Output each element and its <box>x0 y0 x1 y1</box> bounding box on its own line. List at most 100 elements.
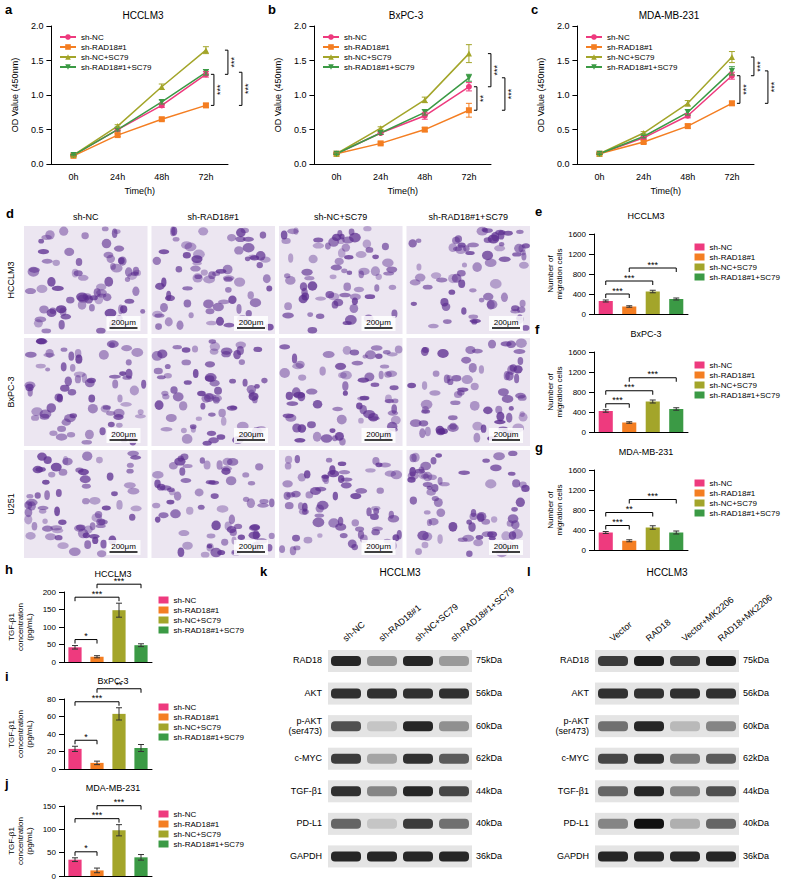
svg-text:migration cells: migration cells <box>555 484 564 535</box>
svg-text:40kDa: 40kDa <box>743 818 769 828</box>
svg-text:36kDa: 36kDa <box>476 851 502 861</box>
svg-text:0: 0 <box>582 546 587 555</box>
svg-text:0: 0 <box>52 658 57 667</box>
svg-text:sh-RAD18#1+SC79: sh-RAD18#1+SC79 <box>710 509 781 518</box>
svg-text:HCCLM3: HCCLM3 <box>646 567 688 578</box>
svg-text:44kDa: 44kDa <box>476 786 502 796</box>
svg-text:1200: 1200 <box>568 368 586 377</box>
svg-text:(ser473): (ser473) <box>288 726 322 736</box>
svg-text:60kDa: 60kDa <box>743 721 769 731</box>
svg-text:200μm: 200μm <box>111 430 136 439</box>
svg-text:(pg/mL): (pg/mL) <box>25 827 34 855</box>
svg-text:sh-NC: sh-NC <box>341 619 367 643</box>
svg-text:Time(h): Time(h) <box>387 186 418 196</box>
svg-text:HCCLM3: HCCLM3 <box>6 261 16 298</box>
svg-text:(ser473): (ser473) <box>555 726 589 736</box>
svg-text:Number of: Number of <box>546 491 555 529</box>
svg-text:40: 40 <box>47 730 56 739</box>
svg-text:1200: 1200 <box>568 486 586 495</box>
svg-text:concentration: concentration <box>16 817 25 865</box>
svg-text:sh-RAD18#1+SC79: sh-RAD18#1+SC79 <box>710 273 781 282</box>
svg-text:sh-RAD18#1: sh-RAD18#1 <box>174 713 220 722</box>
svg-text:sh-NC: sh-NC <box>174 596 197 605</box>
svg-text:MDA-MB-231: MDA-MB-231 <box>619 447 674 457</box>
svg-text:0.0: 0.0 <box>294 159 307 169</box>
svg-text:150: 150 <box>43 802 57 811</box>
svg-text:TGF-β1: TGF-β1 <box>558 786 589 796</box>
svg-text:sh-NC+SC79: sh-NC+SC79 <box>174 830 222 839</box>
svg-text:24h: 24h <box>636 172 651 182</box>
svg-text:OD Value (450nm): OD Value (450nm) <box>273 58 283 132</box>
svg-text:sh-NC+SC79: sh-NC+SC79 <box>710 381 758 390</box>
svg-text:**: ** <box>626 504 634 514</box>
svg-text:48h: 48h <box>417 172 432 182</box>
svg-text:p-AKT: p-AKT <box>296 716 322 726</box>
svg-text:sh-RAD18#1+SC79: sh-RAD18#1+SC79 <box>174 733 245 742</box>
svg-text:i: i <box>5 669 9 684</box>
svg-text:200μm: 200μm <box>494 430 519 439</box>
svg-text:200μm: 200μm <box>494 318 519 327</box>
svg-text:0: 0 <box>52 765 57 774</box>
svg-text:200μm: 200μm <box>111 318 136 327</box>
svg-text:50: 50 <box>47 640 56 649</box>
svg-text:l: l <box>527 564 531 579</box>
svg-text:***: *** <box>612 395 623 405</box>
svg-text:sh-RAD18#1+SC79: sh-RAD18#1+SC79 <box>710 391 781 400</box>
svg-text:OD Value (450nm): OD Value (450nm) <box>536 58 546 132</box>
svg-text:***: *** <box>624 273 635 283</box>
svg-text:200μm: 200μm <box>239 542 264 551</box>
svg-text:Time(h): Time(h) <box>650 186 681 196</box>
svg-text:(pg/mL): (pg/mL) <box>25 720 34 748</box>
svg-text:RAD18: RAD18 <box>644 617 673 643</box>
svg-text:TGF-β1: TGF-β1 <box>7 827 16 855</box>
svg-text:***: *** <box>114 797 125 807</box>
svg-text:TGF-β1: TGF-β1 <box>291 786 322 796</box>
svg-text:0: 0 <box>582 310 587 319</box>
svg-text:200μm: 200μm <box>111 542 136 551</box>
svg-text:sh-NC+SC79: sh-NC+SC79 <box>81 53 129 62</box>
svg-text:sh-NC: sh-NC <box>174 703 197 712</box>
svg-text:100: 100 <box>43 623 57 632</box>
svg-text:sh-RAD18#1+SC79: sh-RAD18#1+SC79 <box>174 626 245 635</box>
svg-text:d: d <box>6 206 14 221</box>
svg-text:1.5: 1.5 <box>294 56 307 66</box>
svg-text:***: *** <box>769 81 779 92</box>
svg-text:2.0: 2.0 <box>294 21 307 31</box>
svg-text:1.0: 1.0 <box>31 90 44 100</box>
svg-text:***: *** <box>612 517 623 527</box>
svg-text:sh-NC+SC79: sh-NC+SC79 <box>314 212 367 222</box>
svg-text:f: f <box>535 322 540 337</box>
svg-text:sh-NC+SC79: sh-NC+SC79 <box>344 53 392 62</box>
svg-text:AKT: AKT <box>304 688 322 698</box>
svg-text:HCCLM3: HCCLM3 <box>379 567 421 578</box>
svg-text:0h: 0h <box>331 172 341 182</box>
svg-text:p-AKT: p-AKT <box>563 716 589 726</box>
svg-text:36kDa: 36kDa <box>743 851 769 861</box>
svg-text:sh-NC+SC79: sh-NC+SC79 <box>607 53 655 62</box>
svg-text:***: *** <box>647 260 658 270</box>
svg-text:0.0: 0.0 <box>31 159 44 169</box>
svg-text:***: *** <box>229 57 239 68</box>
svg-text:60kDa: 60kDa <box>476 721 502 731</box>
svg-text:62kDa: 62kDa <box>476 753 502 763</box>
svg-text:sh-RAD18#1: sh-RAD18#1 <box>174 820 220 829</box>
svg-text:sh-NC: sh-NC <box>344 33 367 42</box>
svg-text:sh-RAD18#1: sh-RAD18#1 <box>81 43 127 52</box>
svg-text:***: *** <box>647 491 658 501</box>
svg-text:24h: 24h <box>110 172 125 182</box>
svg-text:h: h <box>5 562 13 577</box>
svg-text:72h: 72h <box>461 172 476 182</box>
svg-text:MDA-MB-231: MDA-MB-231 <box>639 10 700 21</box>
svg-text:sh-RAD18#1+SC79: sh-RAD18#1+SC79 <box>81 63 152 72</box>
svg-text:c-MYC: c-MYC <box>295 753 323 763</box>
svg-text:sh-NC: sh-NC <box>710 479 733 488</box>
svg-text:1600: 1600 <box>568 466 586 475</box>
svg-text:150: 150 <box>43 605 57 614</box>
svg-text:***: *** <box>755 61 765 72</box>
svg-text:sh-NC+SC79: sh-NC+SC79 <box>710 263 758 272</box>
svg-text:800: 800 <box>573 506 587 515</box>
svg-text:24h: 24h <box>373 172 388 182</box>
svg-text:sh-NC: sh-NC <box>73 212 99 222</box>
svg-text:BxPC-3: BxPC-3 <box>6 376 16 407</box>
svg-text:RAD18: RAD18 <box>293 655 322 665</box>
